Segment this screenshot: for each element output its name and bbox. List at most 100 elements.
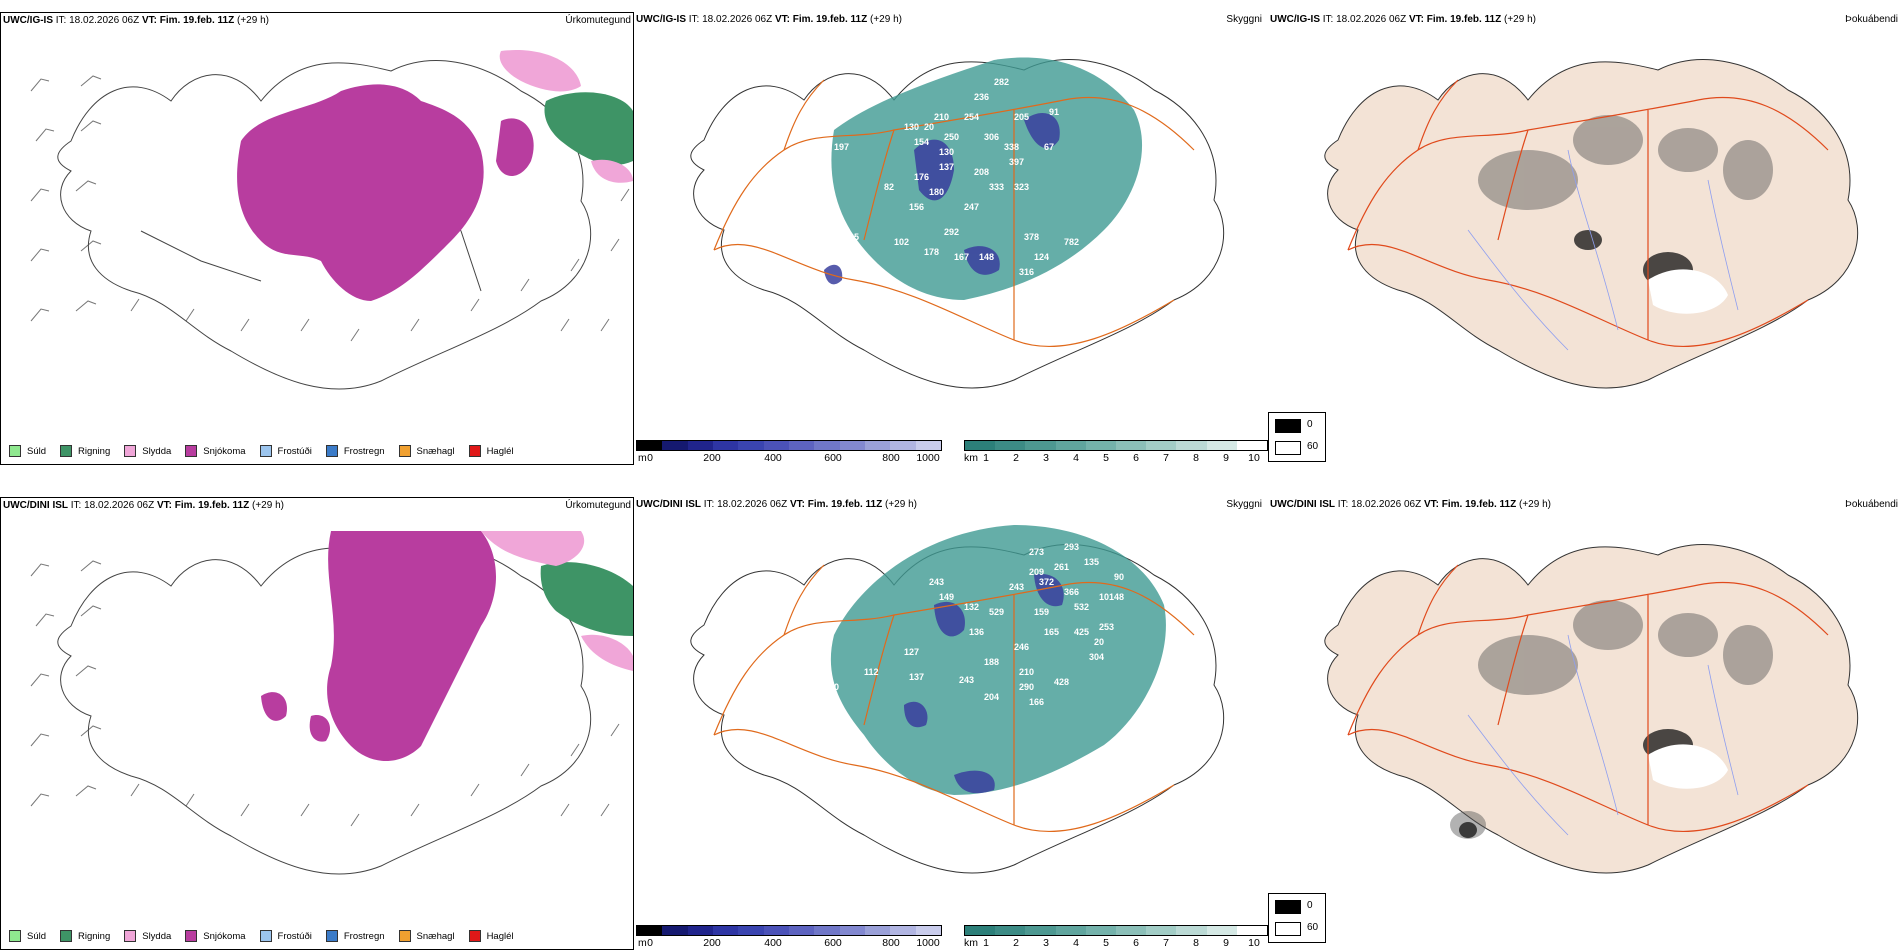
terrain-height-ticks: m 0 200 400 600 800 1000 [638, 452, 940, 464]
road-network [713, 564, 1195, 833]
panel-top-visibility: UWC/IG-IS IT: 18.02.2026 06Z VT: Fim. 19… [634, 12, 1268, 465]
svg-text:333: 333 [989, 182, 1004, 192]
wind-barbs [30, 560, 620, 827]
svg-text:306: 306 [984, 132, 999, 142]
svg-text:290: 290 [1019, 682, 1034, 692]
svg-text:124: 124 [1034, 252, 1049, 262]
svg-text:246: 246 [1014, 642, 1029, 652]
sleet-area [499, 50, 633, 183]
fog-index-key: 0 60 [1268, 893, 1326, 943]
rain-area [544, 92, 633, 165]
svg-text:323: 323 [1014, 182, 1029, 192]
svg-text:253: 253 [1099, 622, 1114, 632]
sleet-area [481, 531, 633, 671]
svg-text:197: 197 [834, 142, 849, 152]
svg-text:338: 338 [1004, 142, 1019, 152]
rivers [1467, 634, 1739, 836]
land-area [1324, 544, 1859, 874]
fog-map [1324, 544, 1859, 874]
svg-text:532: 532 [1074, 602, 1089, 612]
svg-text:204: 204 [984, 692, 999, 702]
ceiling-labels: 273 293 261 135 90 209 243 372 48 120 24… [824, 542, 1254, 707]
legend-item: Slydda [124, 445, 171, 457]
svg-text:67: 67 [1044, 142, 1054, 152]
svg-text:167: 167 [954, 252, 969, 262]
precip-type-legend: Súld Rigning Slydda Snjókoma Frostúði Fr… [9, 930, 528, 942]
svg-text:112: 112 [864, 667, 879, 677]
svg-text:236: 236 [974, 92, 989, 102]
svg-text:130: 130 [904, 122, 919, 132]
island-outline [57, 545, 592, 875]
svg-text:159: 159 [1034, 607, 1049, 617]
land-area [1324, 59, 1859, 389]
svg-text:378: 378 [1024, 232, 1039, 242]
product-title: Skyggni [1226, 14, 1262, 25]
legend-item: Haglél [468, 445, 514, 457]
visibility-map: 282 236 254 205 91 210 306 130 20 250 33… [690, 57, 1225, 389]
road-network [713, 79, 1195, 348]
svg-text:210: 210 [934, 112, 949, 122]
svg-text:120: 120 [824, 682, 839, 692]
terrain-height-area [824, 112, 1060, 285]
legend-item: Rigning [60, 445, 110, 457]
svg-text:148: 148 [979, 252, 994, 262]
svg-text:165: 165 [1044, 627, 1059, 637]
snow-area [261, 531, 496, 761]
svg-text:425: 425 [1074, 627, 1089, 637]
svg-text:243: 243 [959, 675, 974, 685]
svg-text:254: 254 [964, 112, 979, 122]
legend-item: Rigning [60, 930, 110, 942]
svg-text:205: 205 [1014, 112, 1029, 122]
svg-text:243: 243 [929, 577, 944, 587]
svg-text:180: 180 [929, 187, 944, 197]
precip-type-map [30, 531, 633, 875]
svg-text:74: 74 [819, 237, 829, 247]
svg-text:397: 397 [1009, 157, 1024, 167]
legend-item: Súld [9, 930, 46, 942]
visibility-colorbar [964, 925, 1268, 936]
glacier-white [1648, 744, 1728, 789]
legend-item: Súld [9, 445, 46, 457]
legend-item: Frostúði [259, 445, 312, 457]
product-title: Þokuábendi [1845, 499, 1898, 510]
visibility-map: 273 293 261 135 90 209 243 372 48 120 24… [690, 525, 1254, 874]
legend-item: Snæhagl [398, 445, 455, 457]
road-network [1347, 564, 1829, 833]
svg-text:178: 178 [924, 247, 939, 257]
visibility-ticks: km 1 2 3 4 5 6 7 8 9 10 [964, 452, 1260, 464]
legend-item: Haglél [468, 930, 514, 942]
legend-item: Frostregn [325, 930, 385, 942]
legend-item: Frostúði [259, 930, 312, 942]
legend-item: Frostregn [325, 445, 385, 457]
svg-text:166: 166 [1029, 697, 1044, 707]
svg-text:372: 372 [1039, 577, 1054, 587]
terrain-height-area [904, 574, 1064, 794]
fog-index-key: 0 60 [1268, 412, 1326, 462]
svg-text:137: 137 [939, 162, 954, 172]
snow-area [237, 84, 534, 301]
svg-text:137: 137 [909, 672, 924, 682]
svg-text:293: 293 [1064, 542, 1079, 552]
svg-text:292: 292 [944, 227, 959, 237]
svg-text:188: 188 [984, 657, 999, 667]
svg-text:132: 132 [964, 602, 979, 612]
svg-text:120: 120 [1239, 572, 1254, 582]
svg-text:156: 156 [909, 202, 924, 212]
svg-text:247: 247 [964, 202, 979, 212]
svg-text:282: 282 [994, 77, 1009, 87]
precip-type-map [30, 50, 633, 390]
svg-text:127: 127 [904, 647, 919, 657]
glacier-white [1648, 269, 1728, 314]
svg-text:782: 782 [1064, 237, 1079, 247]
terrain-height-colorbar [636, 440, 942, 451]
panel-header: UWC/IG-IS IT: 18.02.2026 06Z VT: Fim. 19… [3, 15, 269, 26]
panel-header: UWC/IG-IS IT: 18.02.2026 06Z VT: Fim. 19… [636, 14, 902, 25]
fog-map [1324, 59, 1859, 389]
svg-text:20: 20 [924, 122, 934, 132]
legend-item: Snjókoma [185, 930, 246, 942]
panel-bottom-visibility: UWC/DINI ISL IT: 18.02.2026 06Z VT: Fim.… [634, 497, 1268, 950]
fog-shading [1478, 115, 1773, 210]
svg-text:20: 20 [1094, 637, 1104, 647]
wind-barbs [30, 75, 630, 342]
svg-text:243: 243 [1009, 582, 1024, 592]
